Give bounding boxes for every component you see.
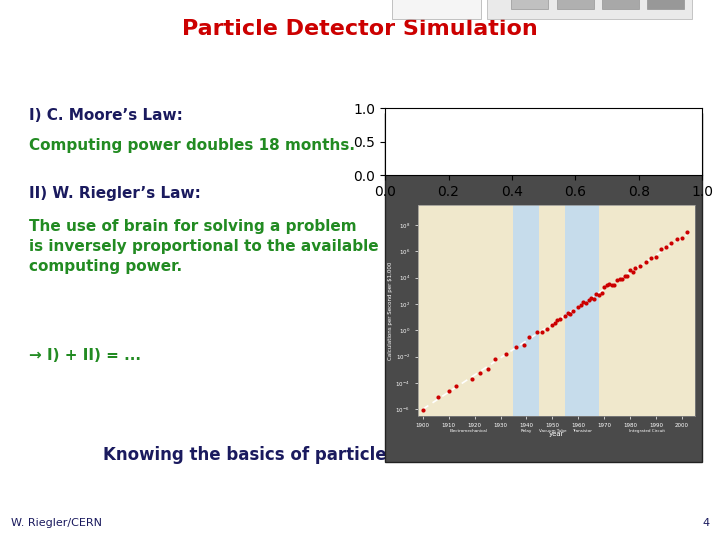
Bar bbox=[565, 205, 599, 416]
Point bbox=[588, 294, 600, 303]
Text: The use of brain for solving a problem
is inversely proportional to the availabl: The use of brain for solving a problem i… bbox=[29, 219, 379, 274]
Point bbox=[621, 272, 633, 281]
Point bbox=[645, 254, 657, 263]
Point bbox=[433, 392, 444, 401]
Text: → I) + II) = ...: → I) + II) = ... bbox=[29, 348, 141, 363]
Point bbox=[655, 245, 667, 254]
Point bbox=[640, 258, 652, 266]
Point bbox=[619, 272, 631, 280]
Point bbox=[417, 406, 428, 414]
Bar bbox=[647, 0, 684, 9]
Point bbox=[554, 315, 566, 323]
Point bbox=[490, 355, 501, 364]
Text: Relay: Relay bbox=[521, 429, 532, 433]
Point bbox=[585, 293, 597, 302]
Point bbox=[590, 289, 602, 298]
Point bbox=[575, 301, 587, 309]
Point bbox=[598, 283, 610, 292]
Point bbox=[546, 321, 558, 329]
Point bbox=[536, 328, 548, 336]
Text: I) C. Moore’s Law:: I) C. Moore’s Law: bbox=[29, 108, 183, 123]
Bar bbox=[392, 0, 481, 19]
Point bbox=[601, 281, 613, 289]
Point bbox=[510, 342, 522, 351]
Point bbox=[606, 281, 618, 289]
Text: Integrated Circuit: Integrated Circuit bbox=[629, 429, 665, 433]
Text: Knowing the basics of particle detectors is essential …: Knowing the basics of particle detectors… bbox=[103, 446, 617, 463]
X-axis label: year: year bbox=[549, 431, 564, 437]
Point bbox=[666, 238, 678, 247]
Point bbox=[500, 349, 511, 358]
Point bbox=[552, 316, 563, 325]
Point bbox=[582, 295, 594, 304]
Bar bbox=[565, 205, 599, 416]
Point bbox=[603, 280, 615, 289]
Point bbox=[549, 319, 561, 327]
Point bbox=[634, 262, 646, 271]
Point bbox=[523, 332, 535, 341]
Point bbox=[467, 374, 478, 383]
Point bbox=[676, 233, 688, 242]
Text: Moore's Law: Moore's Law bbox=[392, 119, 456, 128]
Text: II) W. Riegler’s Law:: II) W. Riegler’s Law: bbox=[29, 186, 201, 201]
Point bbox=[580, 299, 592, 307]
Point bbox=[559, 312, 571, 321]
Text: Vacuum Tube: Vacuum Tube bbox=[539, 429, 566, 433]
Point bbox=[629, 264, 641, 272]
Point bbox=[572, 303, 584, 312]
Point bbox=[681, 228, 693, 237]
Text: W. Riegler/CERN: W. Riegler/CERN bbox=[11, 518, 102, 528]
Point bbox=[614, 275, 626, 284]
Text: Transistor: Transistor bbox=[572, 429, 592, 433]
Point bbox=[567, 307, 579, 315]
Bar bbox=[423, 205, 513, 416]
Point bbox=[518, 341, 530, 349]
Bar bbox=[385, 113, 702, 462]
Bar bbox=[511, 0, 549, 9]
Point bbox=[474, 369, 485, 377]
Bar bbox=[539, 205, 565, 416]
Point bbox=[482, 364, 493, 373]
Y-axis label: Calculations per Second per $1,000: Calculations per Second per $1,000 bbox=[387, 261, 392, 360]
Point bbox=[451, 382, 462, 391]
Point bbox=[595, 289, 607, 298]
Point bbox=[627, 267, 639, 276]
Point bbox=[660, 242, 672, 251]
Text: 4: 4 bbox=[702, 518, 709, 528]
Bar bbox=[557, 0, 594, 9]
Point bbox=[564, 309, 576, 318]
Point bbox=[593, 291, 605, 299]
Point bbox=[541, 325, 553, 333]
Point bbox=[577, 298, 589, 306]
Bar bbox=[602, 0, 639, 9]
Text: Computing power doubles 18 months.: Computing power doubles 18 months. bbox=[29, 138, 355, 153]
Point bbox=[611, 275, 623, 284]
Text: Electromechanical: Electromechanical bbox=[449, 429, 487, 433]
Point bbox=[624, 266, 636, 274]
Bar bbox=[599, 205, 695, 416]
Point bbox=[531, 328, 543, 336]
Point bbox=[608, 280, 620, 289]
Text: Particle Detector Simulation: Particle Detector Simulation bbox=[182, 19, 538, 39]
Point bbox=[616, 275, 628, 284]
Point bbox=[562, 308, 574, 317]
Point bbox=[443, 387, 454, 395]
Bar bbox=[487, 0, 693, 19]
Text: The Fifth Paradigm: The Fifth Paradigm bbox=[392, 138, 458, 144]
Bar bbox=[513, 205, 539, 416]
Point bbox=[671, 235, 683, 244]
Point bbox=[650, 253, 662, 261]
Text: Logarithmic Plot: Logarithmic Plot bbox=[638, 119, 695, 125]
Bar bbox=[513, 205, 539, 416]
